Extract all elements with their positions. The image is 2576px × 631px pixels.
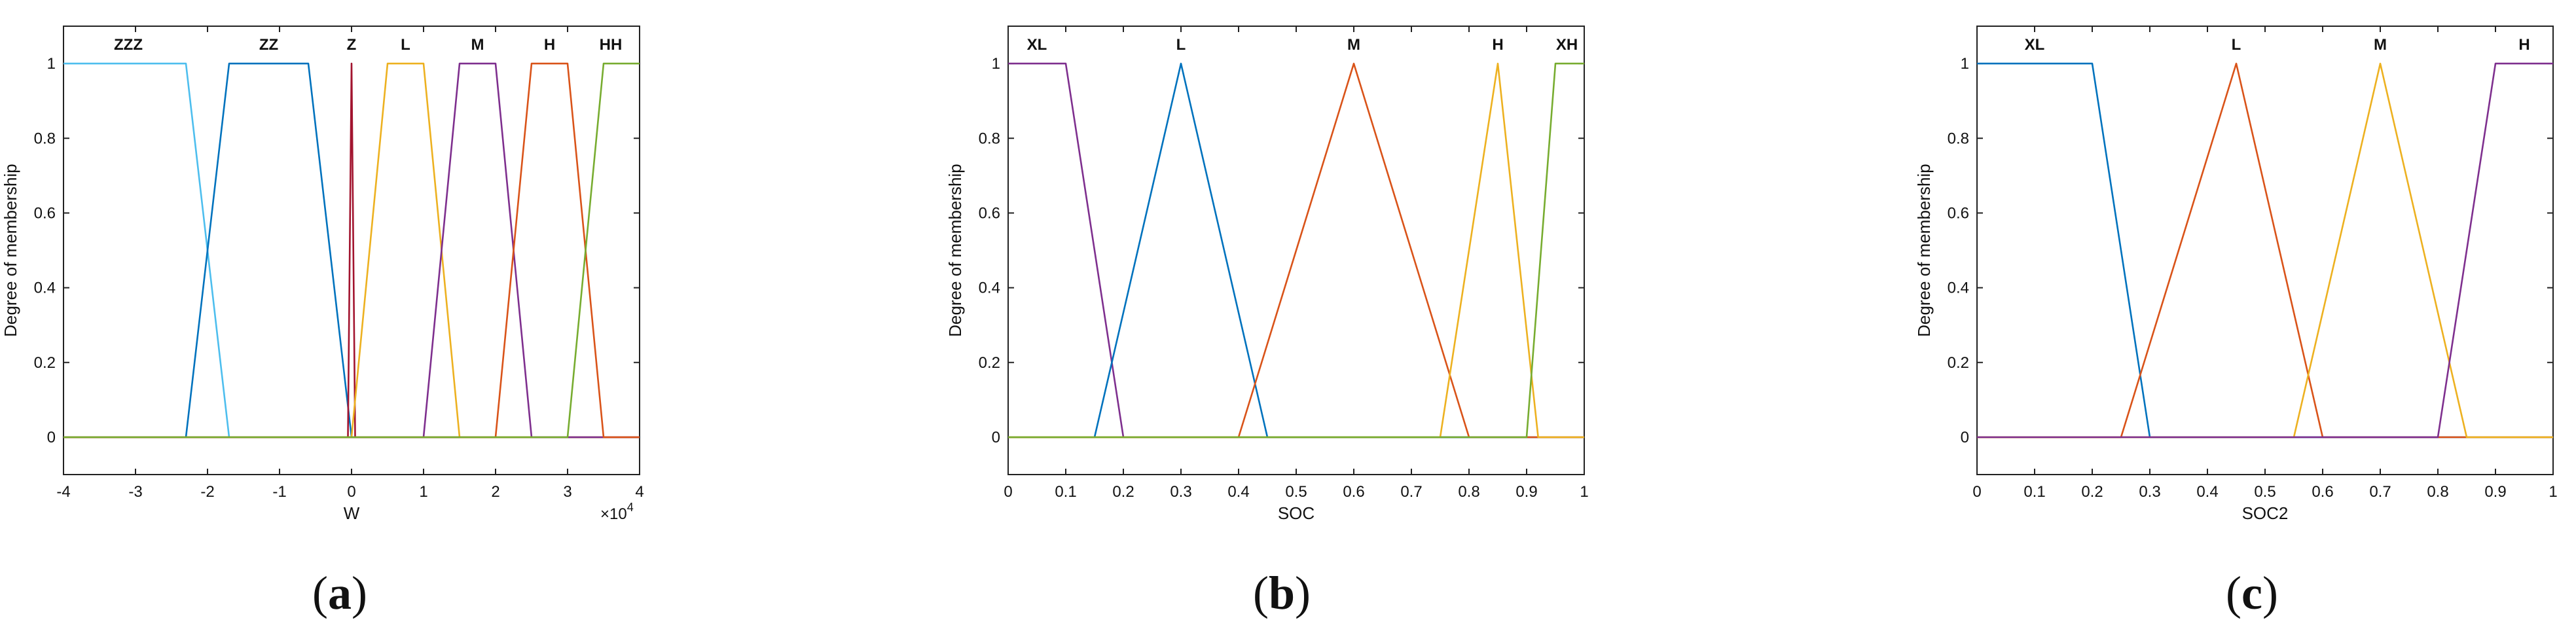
x-tick-label: 0.7 [2369, 483, 2391, 501]
panel-caption-open: ( [1253, 567, 1269, 619]
y-tick-label: 0.8 [34, 130, 56, 147]
series-label-xl: XL [2025, 36, 2045, 54]
y-tick-label: 1 [47, 55, 56, 73]
x-tick-label: -3 [128, 483, 142, 501]
y-tick-label: 0.8 [979, 130, 1000, 147]
y-tick-label: 0.4 [1948, 279, 1969, 297]
x-tick-label: 0.8 [2427, 483, 2448, 501]
series-label-hh: HH [600, 36, 623, 54]
x-tick-label: 0.8 [1458, 483, 1479, 501]
x-multiplier-exponent: 4 [627, 501, 634, 514]
panel-caption-open: ( [312, 567, 328, 619]
series-label-h: H [1492, 36, 1503, 54]
series-label-h: H [544, 36, 555, 54]
x-tick-label: -2 [200, 483, 214, 501]
series-label-h: H [2518, 36, 2530, 54]
panel-caption: (b) [1253, 567, 1311, 619]
x-tick-label: 0.9 [1515, 483, 1537, 501]
panel-caption-letter: b [1269, 567, 1295, 619]
x-tick-label: 0 [1972, 483, 1981, 501]
x-tick-label: -1 [272, 483, 286, 501]
panel-caption-close: ) [2262, 567, 2278, 619]
series-label-l: L [401, 36, 410, 54]
y-tick-label: 0.4 [34, 279, 56, 297]
x-tick-label: 0.4 [1227, 483, 1249, 501]
x-tick-label: 0.3 [2139, 483, 2160, 501]
chart-panel-c: 0 0.1 0.2 0.3 0.4 0.5 0.6 0.7 0.8 0.9 1 0 0.2 0.4 0.6 0… [1914, 26, 2558, 619]
y-axis-label: Degree of membership [945, 164, 965, 336]
y-tick-label: 1 [992, 55, 1000, 73]
y-tick-label: 0 [1961, 429, 1969, 446]
x-tick-label: 0.1 [1055, 483, 1076, 501]
series-label-l: L [2232, 36, 2241, 54]
series-line-hh [63, 62, 640, 439]
y-tick-label: 0.2 [1948, 354, 1969, 372]
series-line-h [1977, 62, 2553, 439]
x-tick-label: -4 [56, 483, 70, 501]
panel-caption: (a) [312, 567, 367, 619]
y-tick-label: 0.6 [979, 204, 1000, 222]
y-axis-label: Degree of membership [1914, 164, 1934, 336]
y-tick-label: 0.8 [1948, 130, 1969, 147]
panel-caption-close: ) [1295, 567, 1311, 619]
series-label-m: M [471, 36, 484, 54]
y-tick-label: 0.6 [1948, 204, 1969, 222]
y-tick-label: 0 [47, 429, 56, 446]
x-multiplier-label: ×104 [600, 501, 634, 523]
series-label-xl: XL [1027, 36, 1047, 54]
x-axis-label: SOC2 [2242, 503, 2289, 523]
x-tick-label: 1 [419, 483, 427, 501]
x-multiplier-base: ×10 [600, 505, 627, 523]
y-tick-label: 0 [992, 429, 1000, 446]
panel-caption-open: ( [2226, 567, 2241, 619]
chart-panel-a: -4 -3 -2 -1 0 1 2 3 4 0 0.2 0.4 0.6 0.8 1 W Degree of me… [1, 26, 644, 619]
x-tick-label: 0.5 [1285, 483, 1307, 501]
x-tick-label: 0.2 [2081, 483, 2103, 501]
series-label-z: Z [347, 36, 357, 54]
x-axis-label: SOC [1278, 503, 1315, 523]
series-label-m: M [2374, 36, 2387, 54]
series-label-l: L [1176, 36, 1186, 54]
x-tick-label: 1 [1580, 483, 1588, 501]
y-tick-label: 0.2 [34, 354, 56, 372]
series-label-zz: ZZ [259, 36, 278, 54]
x-tick-label: 2 [491, 483, 499, 501]
panel-caption-letter: a [328, 567, 352, 619]
x-tick-label: 0.2 [1112, 483, 1134, 501]
panel-caption: (c) [2226, 567, 2278, 619]
x-tick-label: 1 [2549, 483, 2557, 501]
series-label-zzz: ZZZ [114, 36, 143, 54]
x-tick-label: 0.6 [1343, 483, 1364, 501]
x-tick-label: 0.9 [2484, 483, 2506, 501]
series-line-z [63, 62, 640, 439]
chart-panel-b: 0 0.1 0.2 0.3 0.4 0.5 0.6 0.7 0.8 0.9 1 0 0.2 0.4 0.6 0… [945, 26, 1589, 619]
series-label-m: M [1347, 36, 1360, 54]
panel-caption-close: ) [352, 567, 367, 619]
x-tick-label: 0.4 [2196, 483, 2218, 501]
x-tick-label: 0.5 [2254, 483, 2276, 501]
x-tick-label: 0.3 [1170, 483, 1191, 501]
x-tick-label: 0.7 [1400, 483, 1422, 501]
x-tick-label: 0.6 [2312, 483, 2333, 501]
panel-caption-letter: c [2241, 567, 2262, 619]
x-axis-label: W [344, 503, 360, 523]
series-line-xh [1008, 62, 1584, 439]
y-tick-label: 0.2 [979, 354, 1000, 372]
series-label-xh: XH [1556, 36, 1578, 54]
x-tick-label: 3 [563, 483, 571, 501]
y-axis-label: Degree of membership [1, 164, 20, 336]
x-tick-label: 0 [1004, 483, 1012, 501]
y-tick-label: 0.6 [34, 204, 56, 222]
x-tick-label: 0 [347, 483, 355, 501]
y-tick-label: 1 [1961, 55, 1969, 73]
x-tick-label: 0.1 [2023, 483, 2045, 501]
x-tick-label: 4 [635, 483, 644, 501]
y-tick-label: 0.4 [979, 279, 1000, 297]
